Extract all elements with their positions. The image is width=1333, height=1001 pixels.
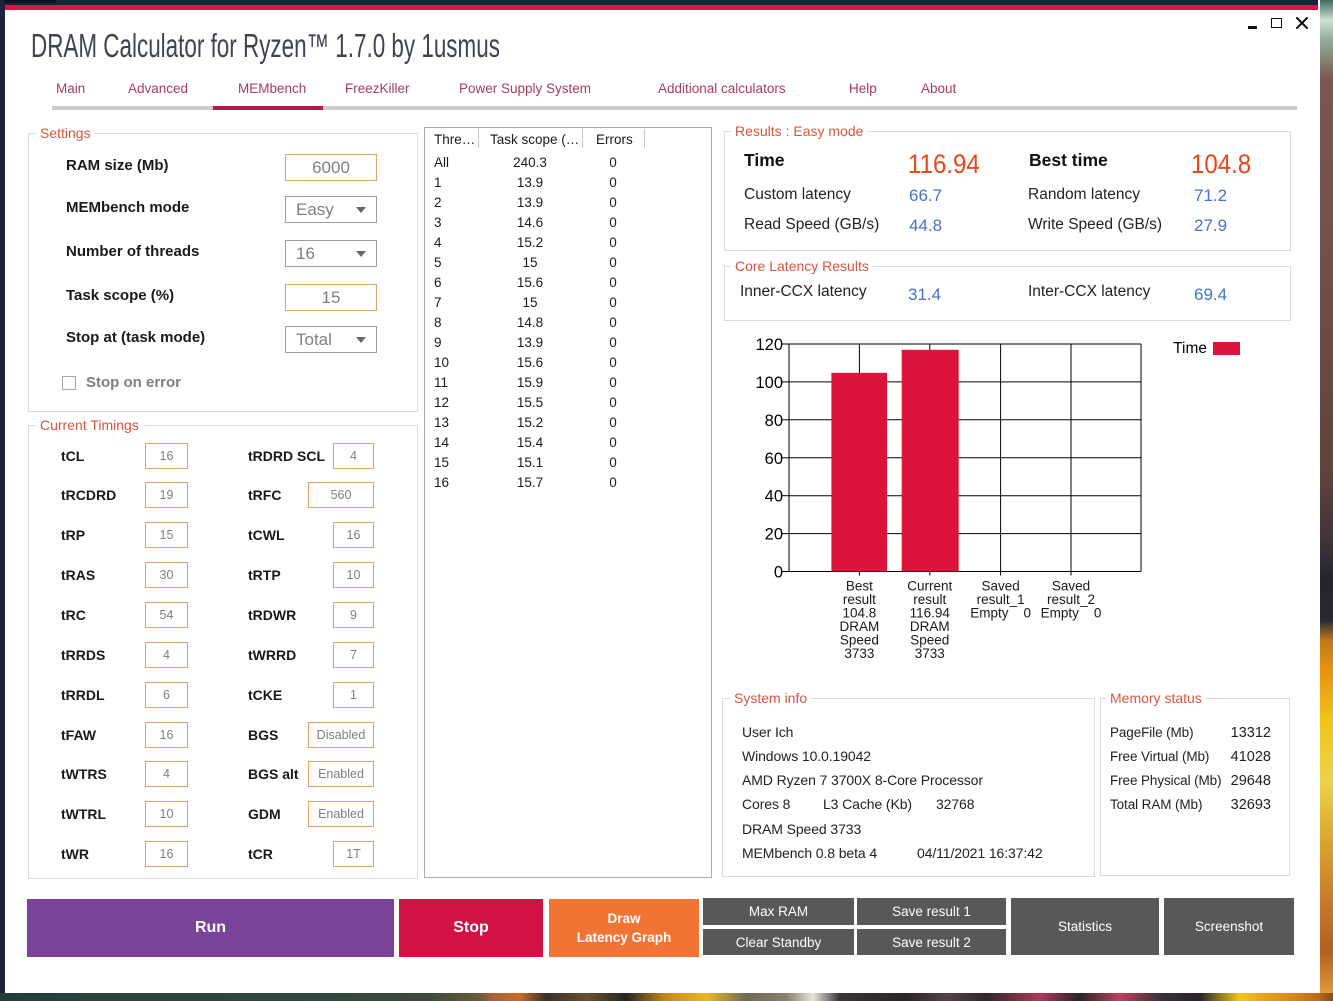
- svg-text:Saved: Saved: [981, 579, 1019, 594]
- svg-text:Current: Current: [907, 579, 952, 594]
- svg-text:3733: 3733: [915, 646, 945, 661]
- svg-text:Best: Best: [846, 579, 873, 594]
- svg-text:3733: 3733: [844, 646, 874, 661]
- svg-text:DRAM: DRAM: [910, 619, 950, 634]
- svg-text:Time: Time: [1173, 340, 1207, 357]
- svg-text:result: result: [843, 592, 876, 607]
- svg-text:Empty 0: Empty 0: [970, 606, 1031, 621]
- svg-text:Speed: Speed: [910, 633, 949, 648]
- svg-text:DRAM: DRAM: [840, 619, 880, 634]
- svg-text:result_1: result_1: [977, 592, 1025, 607]
- svg-text:120: 120: [755, 336, 783, 354]
- svg-text:116.94: 116.94: [910, 606, 951, 621]
- svg-text:40: 40: [765, 488, 783, 506]
- svg-text:104.8: 104.8: [843, 606, 877, 621]
- svg-text:Empty 0: Empty 0: [1041, 606, 1102, 621]
- svg-text:Saved: Saved: [1052, 579, 1090, 594]
- svg-text:Speed: Speed: [840, 633, 879, 648]
- svg-text:60: 60: [765, 450, 783, 468]
- svg-text:result_2: result_2: [1047, 592, 1095, 607]
- svg-text:100: 100: [755, 374, 783, 392]
- svg-text:20: 20: [765, 526, 783, 544]
- svg-text:0: 0: [774, 564, 783, 582]
- svg-text:result: result: [913, 592, 946, 607]
- svg-text:80: 80: [765, 412, 783, 430]
